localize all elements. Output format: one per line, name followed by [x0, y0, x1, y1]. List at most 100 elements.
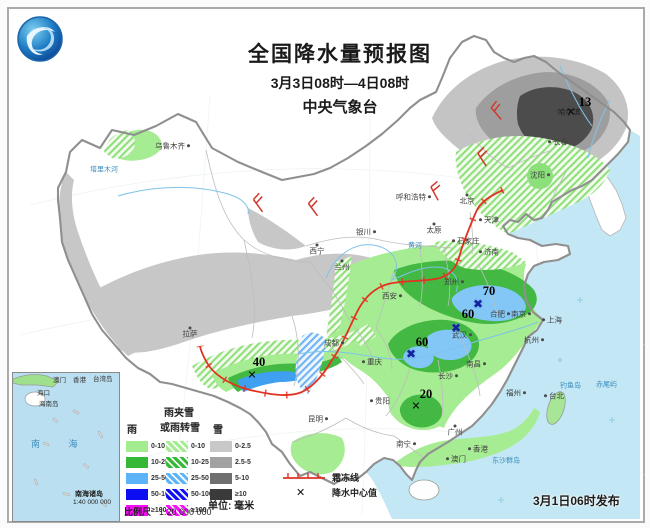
precip-center-value: 20 — [419, 386, 433, 401]
water-label: 黄河 — [408, 242, 422, 250]
city-label: 成都 — [324, 339, 344, 347]
precip-center-value: 60 — [461, 306, 475, 321]
precip-center-legend-icon: ✕ — [296, 487, 306, 499]
legend-sleet-column: 0-10 10-25 25-50 50-100 ≥100 — [166, 440, 213, 516]
city-dot-icon — [370, 399, 373, 403]
page-title: 全国降水量预报图 — [248, 43, 432, 66]
city-dot-icon — [455, 374, 458, 378]
city-label: 香港 — [468, 445, 488, 453]
city-dot-icon — [507, 312, 510, 316]
city-dot-icon — [541, 338, 544, 342]
city-label: 银川 — [356, 228, 376, 236]
city-label: 沈阳 — [530, 171, 550, 179]
south-china-sea-inset: 澳门 香港 台湾岛 海口 海南岛 南 海 南海诸岛 1:40 000 000 — [12, 372, 120, 522]
legend-color-swatch — [166, 440, 188, 452]
cma-logo-icon — [17, 16, 63, 62]
precip-center-icon: ✖ — [450, 321, 462, 335]
legend-color-swatch — [166, 488, 188, 500]
legend-row: 10-25 — [126, 456, 173, 468]
precip-center-icon: ✕ — [566, 106, 576, 119]
scale-label: 比例尺 — [124, 507, 152, 517]
city-label: 呼和浩特 — [396, 193, 431, 201]
city-label: 南京 — [511, 310, 531, 318]
city-dot-icon — [523, 391, 526, 395]
city-dot-icon — [468, 447, 471, 451]
city-label: 贵阳 — [370, 397, 390, 405]
precip-center-icon: ✖ — [405, 347, 417, 361]
city-label: 西宁 — [310, 243, 325, 256]
legend-rain-column: 0-10 10-25 25-50 50-100 ≥100 — [126, 440, 173, 516]
legend-range-label: ≥100 — [151, 506, 167, 514]
city-label: 拉萨 — [183, 326, 198, 339]
inset-label: 海口 — [37, 390, 50, 397]
precip-center-label: 降水中心值 — [332, 488, 378, 498]
city-dot-icon — [187, 144, 190, 148]
city-dot-icon — [465, 193, 469, 197]
city-dot-icon — [399, 294, 402, 298]
legend-row: 50-100 — [166, 488, 213, 500]
city-dot-icon — [325, 417, 328, 421]
inset-label: 台湾岛 — [93, 376, 113, 383]
legend-row: 25-50 — [166, 472, 213, 484]
legend-row: 0-10 — [166, 440, 213, 452]
legend-unit: 单位: 毫米 — [208, 501, 255, 512]
water-label: 赤尾屿 — [596, 381, 617, 389]
precip-center-icon: ✕ — [247, 369, 257, 382]
water-label: 东沙群岛 — [492, 457, 520, 465]
legend-row: 5-10 — [210, 472, 251, 484]
city-dot-icon — [315, 243, 319, 247]
precip-center-icon: ✕ — [411, 400, 421, 413]
legend-color-swatch — [210, 456, 232, 468]
city-dot-icon — [452, 239, 455, 243]
city-dot-icon — [428, 195, 431, 199]
legend-range-label: 10-25 — [151, 458, 169, 466]
city-label: 广州 — [448, 424, 463, 437]
legend-color-swatch — [126, 504, 148, 516]
frost-line-legend-sample — [283, 473, 325, 479]
scale-value: 1:20 000 000 — [159, 507, 212, 517]
city-label: 长春 — [548, 138, 568, 146]
city-dot-icon — [461, 280, 464, 284]
city-dot-icon — [542, 318, 545, 322]
agency-name: 中央气象台 — [302, 99, 378, 116]
water-label: 钓鱼岛 — [560, 382, 581, 390]
inset-sea-name: 南 海 — [31, 439, 91, 449]
legend-scale: 比例尺 1:20 000 000 — [124, 505, 212, 518]
city-label: 上海 — [542, 316, 562, 324]
inset-scale: 1:40 000 000 — [73, 499, 111, 506]
city-label: 哈尔滨 — [553, 108, 581, 116]
legend-range-label: 0-10 — [151, 442, 166, 450]
city-dot-icon — [362, 360, 365, 364]
legend-color-swatch — [210, 472, 232, 484]
legend-range-label: 10-25 — [191, 458, 209, 466]
city-label: 郑州 — [444, 278, 464, 286]
legend-snow-column: 0-2.5 2.5-5 5-10 ≥10 — [210, 440, 251, 500]
city-label: 石家庄 — [452, 237, 480, 245]
inset-title: 南海诸岛 — [75, 491, 103, 498]
legend-sleet-header-2: 或雨转雪 — [160, 423, 200, 434]
city-dot-icon — [553, 110, 556, 114]
legend-color-swatch — [126, 456, 148, 468]
legend-range-label: 50-100 — [191, 490, 213, 498]
city-dot-icon — [341, 341, 344, 345]
city-label: 北京 — [460, 193, 475, 206]
rain-zones — [104, 129, 610, 475]
legend-range-label: 25-50 — [151, 474, 169, 482]
city-label: 重庆 — [362, 358, 382, 366]
precip-center-icon: ✖ — [472, 297, 484, 311]
legend-range-label: 2.5-5 — [235, 458, 251, 466]
city-label: 太原 — [427, 222, 442, 235]
inset-map-shapes — [13, 374, 108, 508]
city-label: 西安 — [382, 292, 402, 300]
precip-center-value: 70 — [482, 283, 496, 298]
legend-row: ≥10 — [210, 488, 251, 500]
city-dot-icon — [446, 457, 449, 461]
city-dot-icon — [483, 362, 486, 366]
hainan-island — [408, 479, 440, 501]
legend-color-swatch — [126, 488, 148, 500]
legend-snow-header: 雪 — [213, 425, 223, 436]
city-dot-icon — [479, 218, 482, 222]
city-dot-icon — [373, 230, 376, 234]
city-label: 南宁 — [396, 440, 416, 448]
